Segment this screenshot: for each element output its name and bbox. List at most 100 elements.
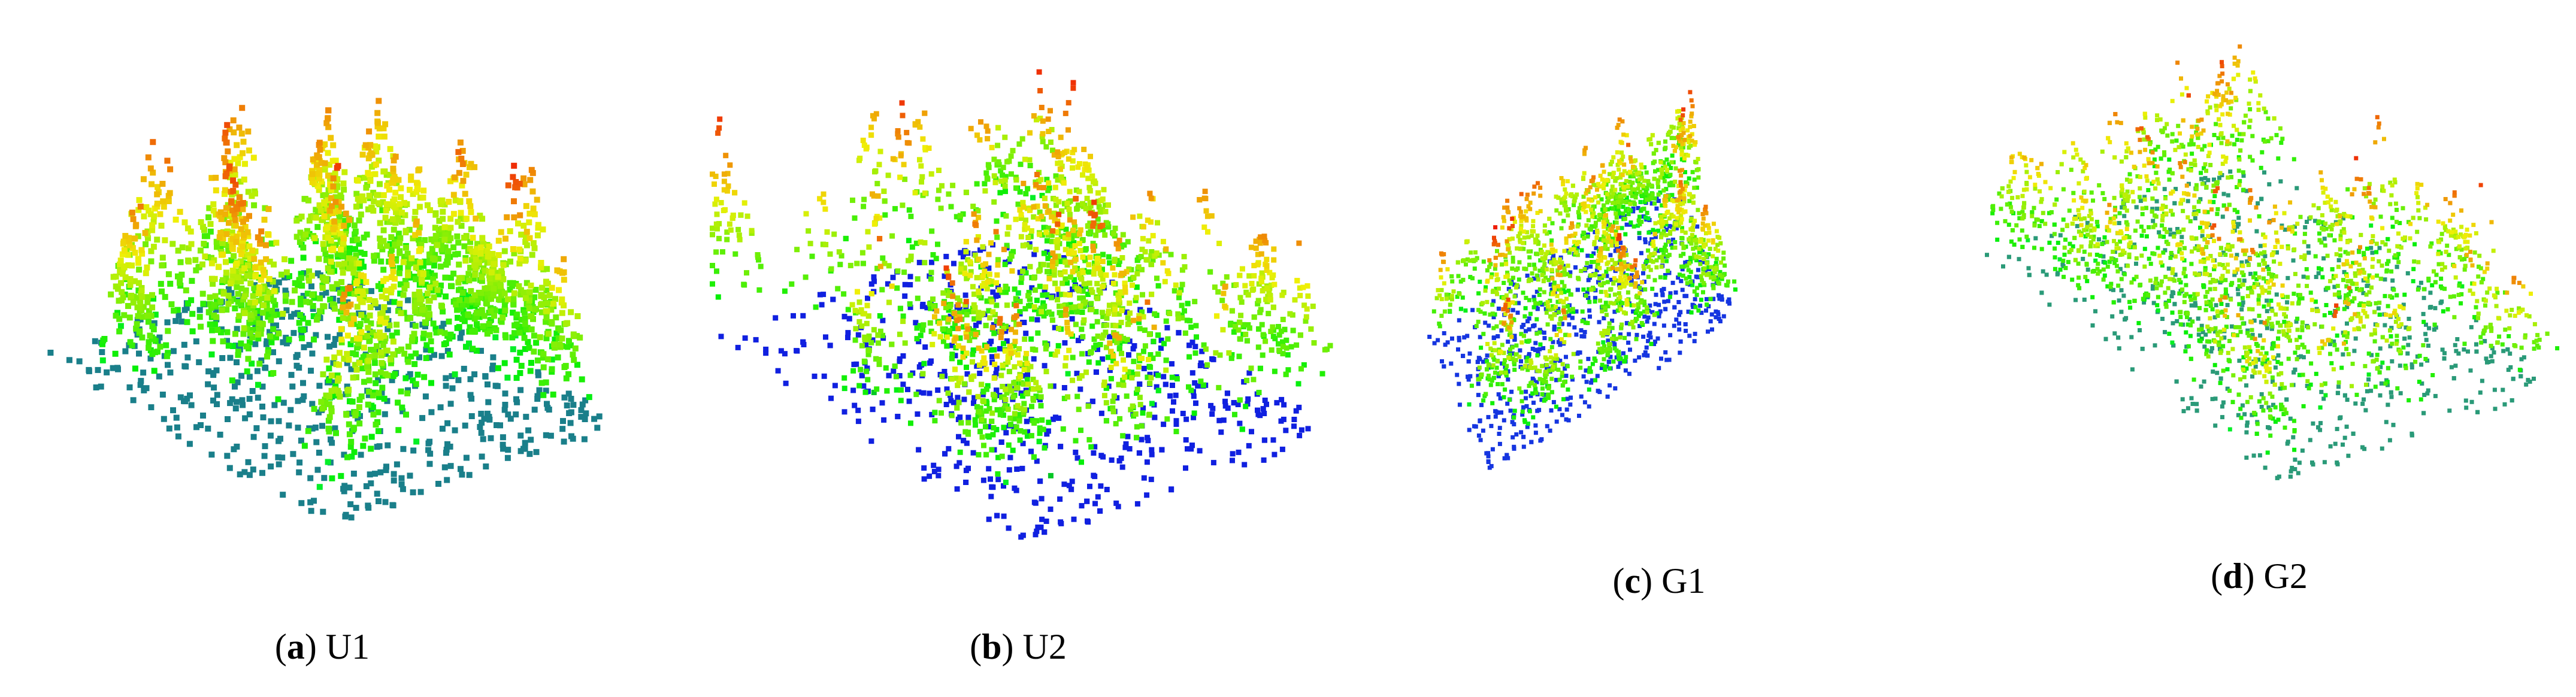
- cloud-point: [521, 309, 528, 316]
- cloud-point: [1231, 400, 1237, 406]
- cloud-point: [1021, 410, 1027, 416]
- cloud-point: [380, 199, 386, 205]
- cloud-point: [249, 334, 256, 341]
- cloud-point: [823, 334, 828, 340]
- cloud-point: [943, 315, 949, 321]
- cloud-point: [522, 257, 528, 264]
- cloud-point: [299, 396, 306, 403]
- cloud-point: [538, 309, 545, 316]
- cloud-point: [1130, 346, 1136, 351]
- cloud-point: [1080, 254, 1086, 260]
- cloud-point: [1184, 317, 1190, 323]
- cloud-point: [356, 360, 363, 366]
- cloud-point: [1095, 360, 1101, 366]
- cloud-point: [454, 307, 461, 313]
- cloud-point: [398, 310, 404, 316]
- cloud-point: [990, 289, 996, 295]
- cloud-point: [450, 192, 457, 198]
- cloud-point: [359, 299, 366, 305]
- cloud-point: [452, 297, 459, 304]
- cloud-point: [1055, 286, 1061, 292]
- cloud-point: [1003, 430, 1009, 436]
- cloud-point: [432, 237, 438, 243]
- cloud-point: [341, 186, 347, 193]
- cloud-point: [1049, 214, 1055, 220]
- cloud-point: [393, 257, 399, 264]
- cloud-point: [392, 371, 398, 377]
- cloud-point: [1051, 272, 1057, 278]
- cloud-point: [1133, 411, 1139, 417]
- cloud-point: [156, 334, 163, 341]
- cloud-point: [297, 312, 304, 318]
- cloud-point: [127, 339, 134, 346]
- cloud-point: [1091, 472, 1097, 478]
- cloud-point: [1027, 207, 1033, 213]
- cloud-point: [989, 447, 995, 453]
- cloud-point: [1036, 385, 1042, 391]
- cloud-point: [1186, 354, 1192, 360]
- cloud-point: [350, 312, 356, 319]
- cloud-point: [1261, 411, 1267, 416]
- cloud-point: [246, 213, 252, 219]
- cloud-point: [735, 344, 741, 350]
- cloud-point: [714, 268, 719, 274]
- cloud-point: [477, 244, 484, 251]
- cloud-point: [892, 206, 898, 212]
- cloud-point: [919, 179, 924, 185]
- cloud-point: [447, 178, 454, 184]
- cloud-point: [1078, 428, 1083, 434]
- cloud-point: [150, 139, 156, 146]
- cloud-point: [957, 449, 963, 455]
- cloud-point: [1131, 359, 1137, 365]
- cloud-point: [1282, 326, 1288, 332]
- cloud-point: [556, 287, 562, 293]
- cloud-point: [240, 206, 246, 213]
- cloud-point: [1057, 259, 1063, 265]
- cloud-point: [270, 326, 277, 332]
- cloud-point: [1077, 386, 1083, 392]
- cloud-point: [255, 381, 261, 388]
- cloud-point: [1036, 438, 1042, 444]
- cloud-point: [241, 232, 247, 238]
- cloud-point: [1108, 375, 1114, 381]
- cloud-point: [991, 375, 997, 381]
- cloud-point: [480, 436, 486, 443]
- cloud-point: [225, 286, 232, 292]
- cloud-point: [1000, 165, 1006, 171]
- cloud-point: [988, 347, 994, 353]
- cloud-point: [145, 235, 151, 241]
- cloud-point: [237, 258, 244, 265]
- cloud-point: [1103, 385, 1109, 391]
- cloud-point: [958, 269, 964, 275]
- cloud-point: [1027, 130, 1033, 136]
- cloud-point: [251, 202, 258, 208]
- cloud-point: [852, 308, 858, 314]
- cloud-point: [861, 383, 867, 389]
- cloud-point: [957, 213, 963, 219]
- cloud-point: [1064, 201, 1070, 207]
- cloud-point: [337, 290, 343, 296]
- cloud-point: [827, 251, 833, 257]
- cloud-point: [1063, 363, 1068, 369]
- cloud-point: [234, 326, 240, 332]
- cloud-point: [339, 251, 346, 258]
- cloud-point: [256, 360, 263, 367]
- cloud-point: [586, 394, 592, 401]
- cloud-point: [856, 319, 862, 325]
- cloud-point: [1263, 338, 1269, 344]
- cloud-point: [727, 221, 732, 227]
- cloud-point: [963, 330, 969, 336]
- cloud-point: [998, 372, 1004, 378]
- cloud-point: [926, 146, 932, 151]
- cloud-point: [520, 289, 527, 296]
- cloud-point: [234, 284, 240, 290]
- cloud-point: [1236, 449, 1242, 455]
- cloud-point: [1018, 279, 1024, 285]
- cloud-point: [466, 277, 473, 284]
- cloud-point: [474, 241, 480, 247]
- cloud-point: [529, 188, 536, 195]
- cloud-point: [151, 368, 158, 374]
- cloud-point: [414, 186, 421, 192]
- cloud-point: [1031, 251, 1037, 257]
- cloud-point: [361, 251, 368, 257]
